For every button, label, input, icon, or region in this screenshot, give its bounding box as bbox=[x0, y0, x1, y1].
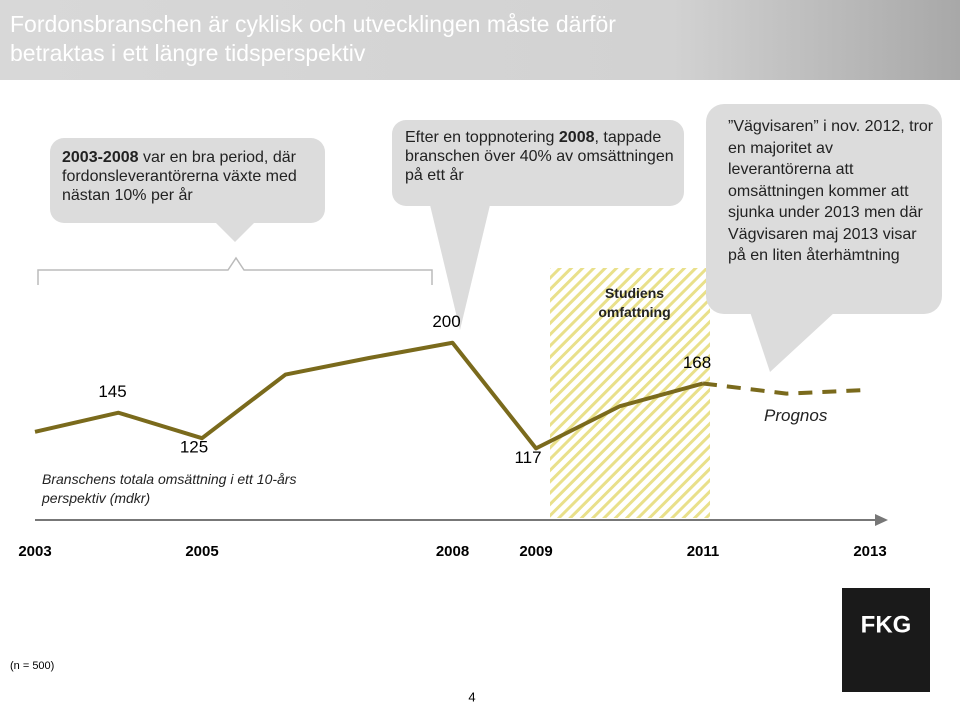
data-label: 200 bbox=[432, 312, 460, 331]
highlight-label: Studiens omfattning bbox=[598, 285, 671, 320]
sample-note: (n = 500) bbox=[10, 660, 54, 672]
study-band bbox=[550, 268, 710, 518]
brace bbox=[37, 256, 433, 285]
x-tick-label: 2009 bbox=[519, 543, 552, 560]
data-line bbox=[34, 340, 704, 451]
callout-pointer bbox=[750, 312, 835, 372]
logo: FKG bbox=[861, 611, 912, 638]
title: Fordonsbranschen är cyklisk och utveckli… bbox=[10, 11, 616, 37]
header-bar bbox=[0, 0, 960, 80]
page-number: 4 bbox=[468, 689, 475, 704]
x-axis-label: Branschens totala omsättning i ett 10-år… bbox=[42, 471, 297, 506]
title-line: Fordonsbranschen är cyklisk och utveckli… bbox=[10, 11, 616, 66]
callout-text: 2008 bbox=[558, 129, 595, 146]
x-tick-label: 2008 bbox=[436, 543, 469, 560]
callout-text: ”Vägvisaren” i nov. 2012, tror en majori… bbox=[728, 118, 934, 264]
x-tick-label: 2005 bbox=[185, 543, 218, 560]
callout-text: , tappade branschen över 40% av omsättni… bbox=[405, 129, 674, 184]
x-tick-label: 2003 bbox=[18, 543, 51, 560]
data-label: 125 bbox=[180, 438, 208, 457]
callout-text: var en bra period, där fordonsleverantör… bbox=[62, 149, 297, 204]
callout-bg bbox=[50, 138, 325, 223]
data-label: 168 bbox=[683, 353, 711, 372]
x-tick-label: 2013 bbox=[853, 543, 886, 560]
callout: 2003-2008 var en bra period, där fordons… bbox=[62, 148, 324, 205]
logo-box bbox=[842, 588, 930, 692]
axis-arrow bbox=[875, 514, 888, 526]
data-line bbox=[702, 381, 871, 396]
data-label: 117 bbox=[514, 448, 541, 467]
forecast-label: Prognos bbox=[764, 406, 828, 425]
callout-pointer bbox=[215, 222, 255, 242]
data-label: 145 bbox=[98, 382, 126, 401]
callout: ”Vägvisaren” i nov. 2012, tror en majori… bbox=[728, 116, 938, 267]
callout: Efter en toppnotering 2008, tappade bran… bbox=[405, 128, 680, 185]
x-tick-label: 2011 bbox=[687, 543, 720, 560]
title-cont: betraktas i ett längre tidsperspektiv bbox=[10, 40, 366, 66]
callout-text: 2003-2008 bbox=[62, 149, 139, 166]
callout-bg bbox=[392, 120, 684, 206]
callout-pointer bbox=[430, 205, 490, 330]
callout-text: Efter en toppnotering bbox=[405, 129, 559, 146]
callout-bg bbox=[706, 104, 942, 314]
